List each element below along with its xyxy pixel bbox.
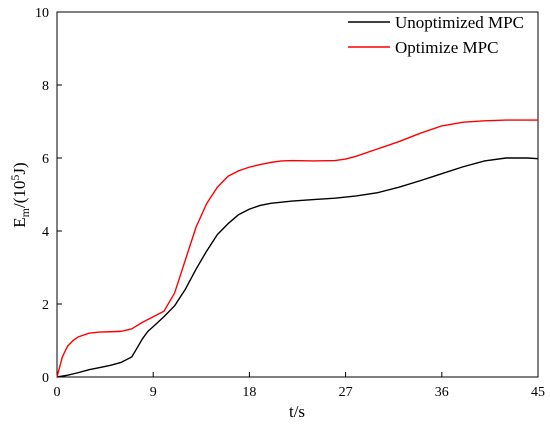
y-tick-label: 2 [42, 298, 49, 313]
x-tick-label: 0 [54, 385, 61, 400]
x-axis-ticks: 0 9 18 27 36 45 [54, 372, 545, 400]
legend-label-optimized: Optimize MPC [395, 38, 498, 57]
series-layer [56, 119, 539, 378]
y-axis-title-close: J) [10, 162, 29, 174]
y-axis-title-sup: 5 [8, 175, 22, 181]
legend: Unoptimized MPC Optimize MPC [348, 13, 524, 57]
y-axis-title-open: /(10 [10, 181, 29, 208]
series-line-optimized [56, 119, 538, 378]
y-tick-label: 0 [42, 371, 49, 386]
legend-label-unoptimized: Unoptimized MPC [395, 13, 524, 32]
y-axis-ticks: 0 2 4 6 8 10 [35, 6, 62, 386]
x-axis-title: t/s [289, 402, 305, 421]
y-axis-title-base: E [10, 217, 29, 227]
x-tick-label: 27 [339, 385, 353, 400]
y-tick-label: 8 [42, 79, 49, 94]
y-axis-title: Em/(105J) [8, 162, 32, 227]
x-tick-label: 36 [435, 385, 449, 400]
series-line-unoptimized [56, 157, 539, 378]
y-tick-label: 10 [35, 6, 49, 21]
y-axis-title-sub: m [18, 207, 32, 217]
plot-frame [56, 11, 539, 378]
x-tick-label: 9 [150, 385, 157, 400]
y-tick-label: 6 [42, 152, 49, 167]
x-tick-label: 45 [531, 385, 545, 400]
x-tick-label: 18 [242, 385, 256, 400]
y-tick-label: 4 [42, 225, 49, 240]
